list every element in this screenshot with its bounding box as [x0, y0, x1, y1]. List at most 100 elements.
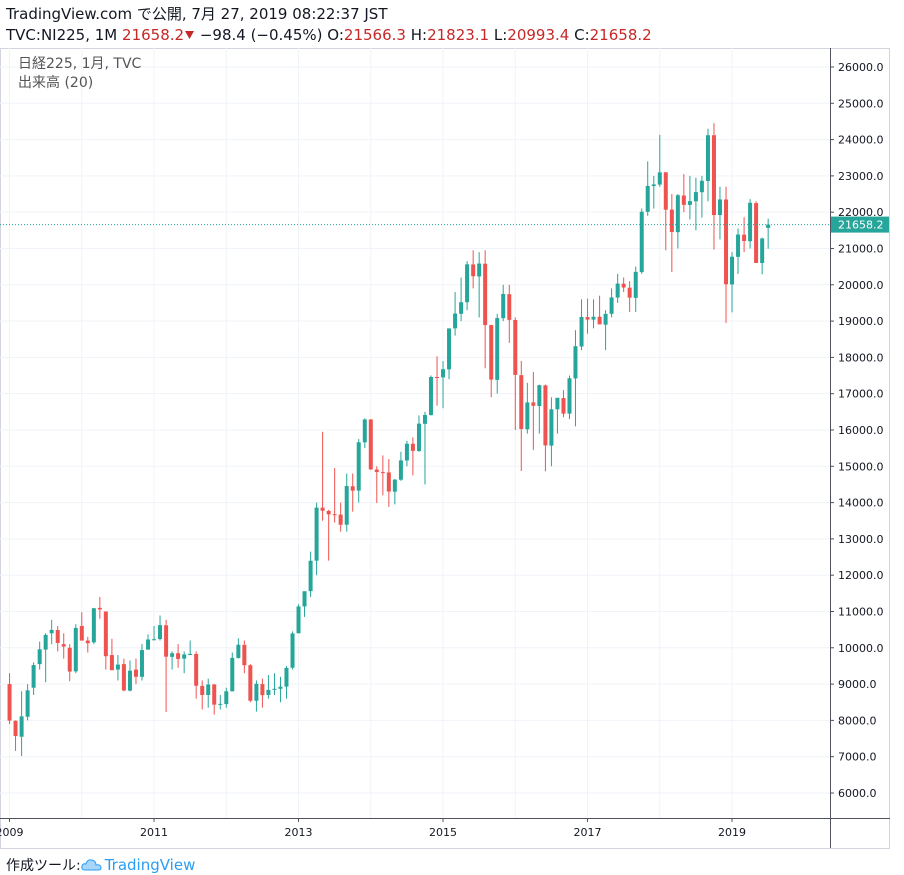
y-tick-label: 14000.0	[838, 497, 884, 510]
candle-body	[362, 419, 367, 443]
x-tick-label: 2013	[285, 826, 313, 839]
axes: 6000.0 7000.0 8000.0 9000.0 10000.0 11000.0 12…	[0, 61, 889, 839]
candle-body	[459, 302, 464, 314]
candle-body	[717, 199, 722, 216]
l-label: L:	[493, 26, 508, 44]
candle-body	[766, 224, 771, 228]
y-tick-label: 20000.0	[838, 279, 884, 292]
candle-body	[314, 507, 319, 561]
chart-title: 日経225, 1月, TVC	[18, 56, 142, 72]
candle-body	[19, 716, 24, 737]
change: −98.4 (−0.45%)	[199, 26, 323, 44]
candle-body	[302, 591, 307, 607]
candle-body	[374, 469, 379, 473]
chart-subtitle: 出来高 (20)	[18, 74, 93, 91]
candle-body	[555, 397, 560, 410]
candle-body	[242, 644, 247, 666]
candle-body	[115, 664, 120, 670]
header: TradingView.com で公開, 7月 27, 2019 08:22:3…	[6, 4, 652, 46]
logo-icon	[81, 859, 102, 871]
candle-body	[260, 684, 265, 696]
candle-body	[627, 287, 632, 298]
grid	[0, 48, 830, 818]
y-tick-label: 24000.0	[838, 134, 884, 147]
candle-body	[121, 664, 126, 691]
y-tick-label: 11000.0	[838, 605, 884, 618]
candle-body	[579, 316, 584, 347]
y-tick-label: 9000.0	[838, 678, 877, 691]
candle-body	[380, 472, 385, 474]
footer: 作成ツール: TradingView	[6, 855, 195, 875]
x-tick-label: 2019	[718, 826, 746, 839]
o-value: 21566.3	[343, 26, 406, 44]
candle-body	[308, 560, 313, 592]
candle-body	[477, 263, 482, 277]
candle-body	[230, 657, 235, 692]
candle-body	[603, 313, 608, 325]
candle-body	[693, 192, 698, 202]
candle-body	[139, 650, 144, 677]
candle-body	[170, 653, 175, 657]
header-title: TradingView.com で公開, 7月 27, 2019 08:22:3…	[6, 5, 388, 23]
candle-body	[573, 346, 578, 379]
candle-body	[748, 202, 753, 242]
c-value: 21658.2	[589, 26, 652, 44]
candle-body	[109, 655, 114, 671]
candle-body	[416, 423, 421, 452]
candle-body	[669, 209, 674, 233]
h-value: 21823.1	[427, 26, 490, 44]
candle-body	[55, 630, 60, 643]
candle-body	[543, 385, 548, 446]
candle-body	[296, 606, 301, 634]
candle-body	[67, 647, 72, 672]
candle-body	[97, 607, 102, 610]
candle-body	[344, 486, 349, 525]
last-price-box	[831, 216, 889, 233]
candle-body	[85, 640, 90, 644]
candle-body	[182, 654, 187, 659]
candle-body	[31, 665, 36, 688]
candle-body	[224, 691, 229, 705]
o-label: O:	[327, 26, 344, 44]
candle-body	[675, 195, 680, 233]
l-value: 20993.4	[507, 26, 570, 44]
candle-body	[164, 625, 169, 657]
candle-body	[736, 234, 741, 257]
candle-body	[711, 135, 716, 216]
c-label: C:	[574, 26, 590, 44]
candle-body	[705, 135, 710, 181]
candle-body	[218, 703, 223, 705]
candle-body	[410, 443, 415, 451]
candle-body	[146, 639, 151, 650]
candle-body	[320, 507, 325, 511]
candle-body	[495, 318, 500, 380]
y-tick-label: 7000.0	[838, 751, 877, 764]
y-tick-label: 16000.0	[838, 424, 884, 437]
candle-body	[422, 414, 427, 424]
candle-body	[760, 238, 765, 264]
candle-body	[236, 644, 241, 658]
candle-body	[525, 402, 530, 430]
y-tick-label: 18000.0	[838, 351, 884, 364]
candle-body	[645, 185, 650, 212]
candle-body	[657, 172, 662, 185]
candle-body	[127, 670, 132, 691]
last-price: 21658.2	[122, 26, 185, 44]
candle-body	[290, 633, 295, 668]
candle-body	[49, 629, 54, 634]
candle-body	[386, 472, 391, 492]
candle-body	[513, 319, 518, 375]
x-tick-label: 2011	[140, 826, 168, 839]
candle-body	[176, 653, 181, 659]
y-tick-label: 21000.0	[838, 242, 884, 255]
y-tick-label: 19000.0	[838, 315, 884, 328]
candle-body	[404, 443, 409, 461]
candle-body	[465, 264, 470, 303]
candle-body	[61, 644, 66, 647]
candle-body	[350, 486, 355, 491]
candle-body	[91, 608, 96, 643]
chart: 6000.0 7000.0 8000.0 9000.0 10000.0 11000.0 12…	[0, 48, 890, 849]
candle-body	[651, 184, 656, 187]
candle-body	[332, 514, 337, 516]
